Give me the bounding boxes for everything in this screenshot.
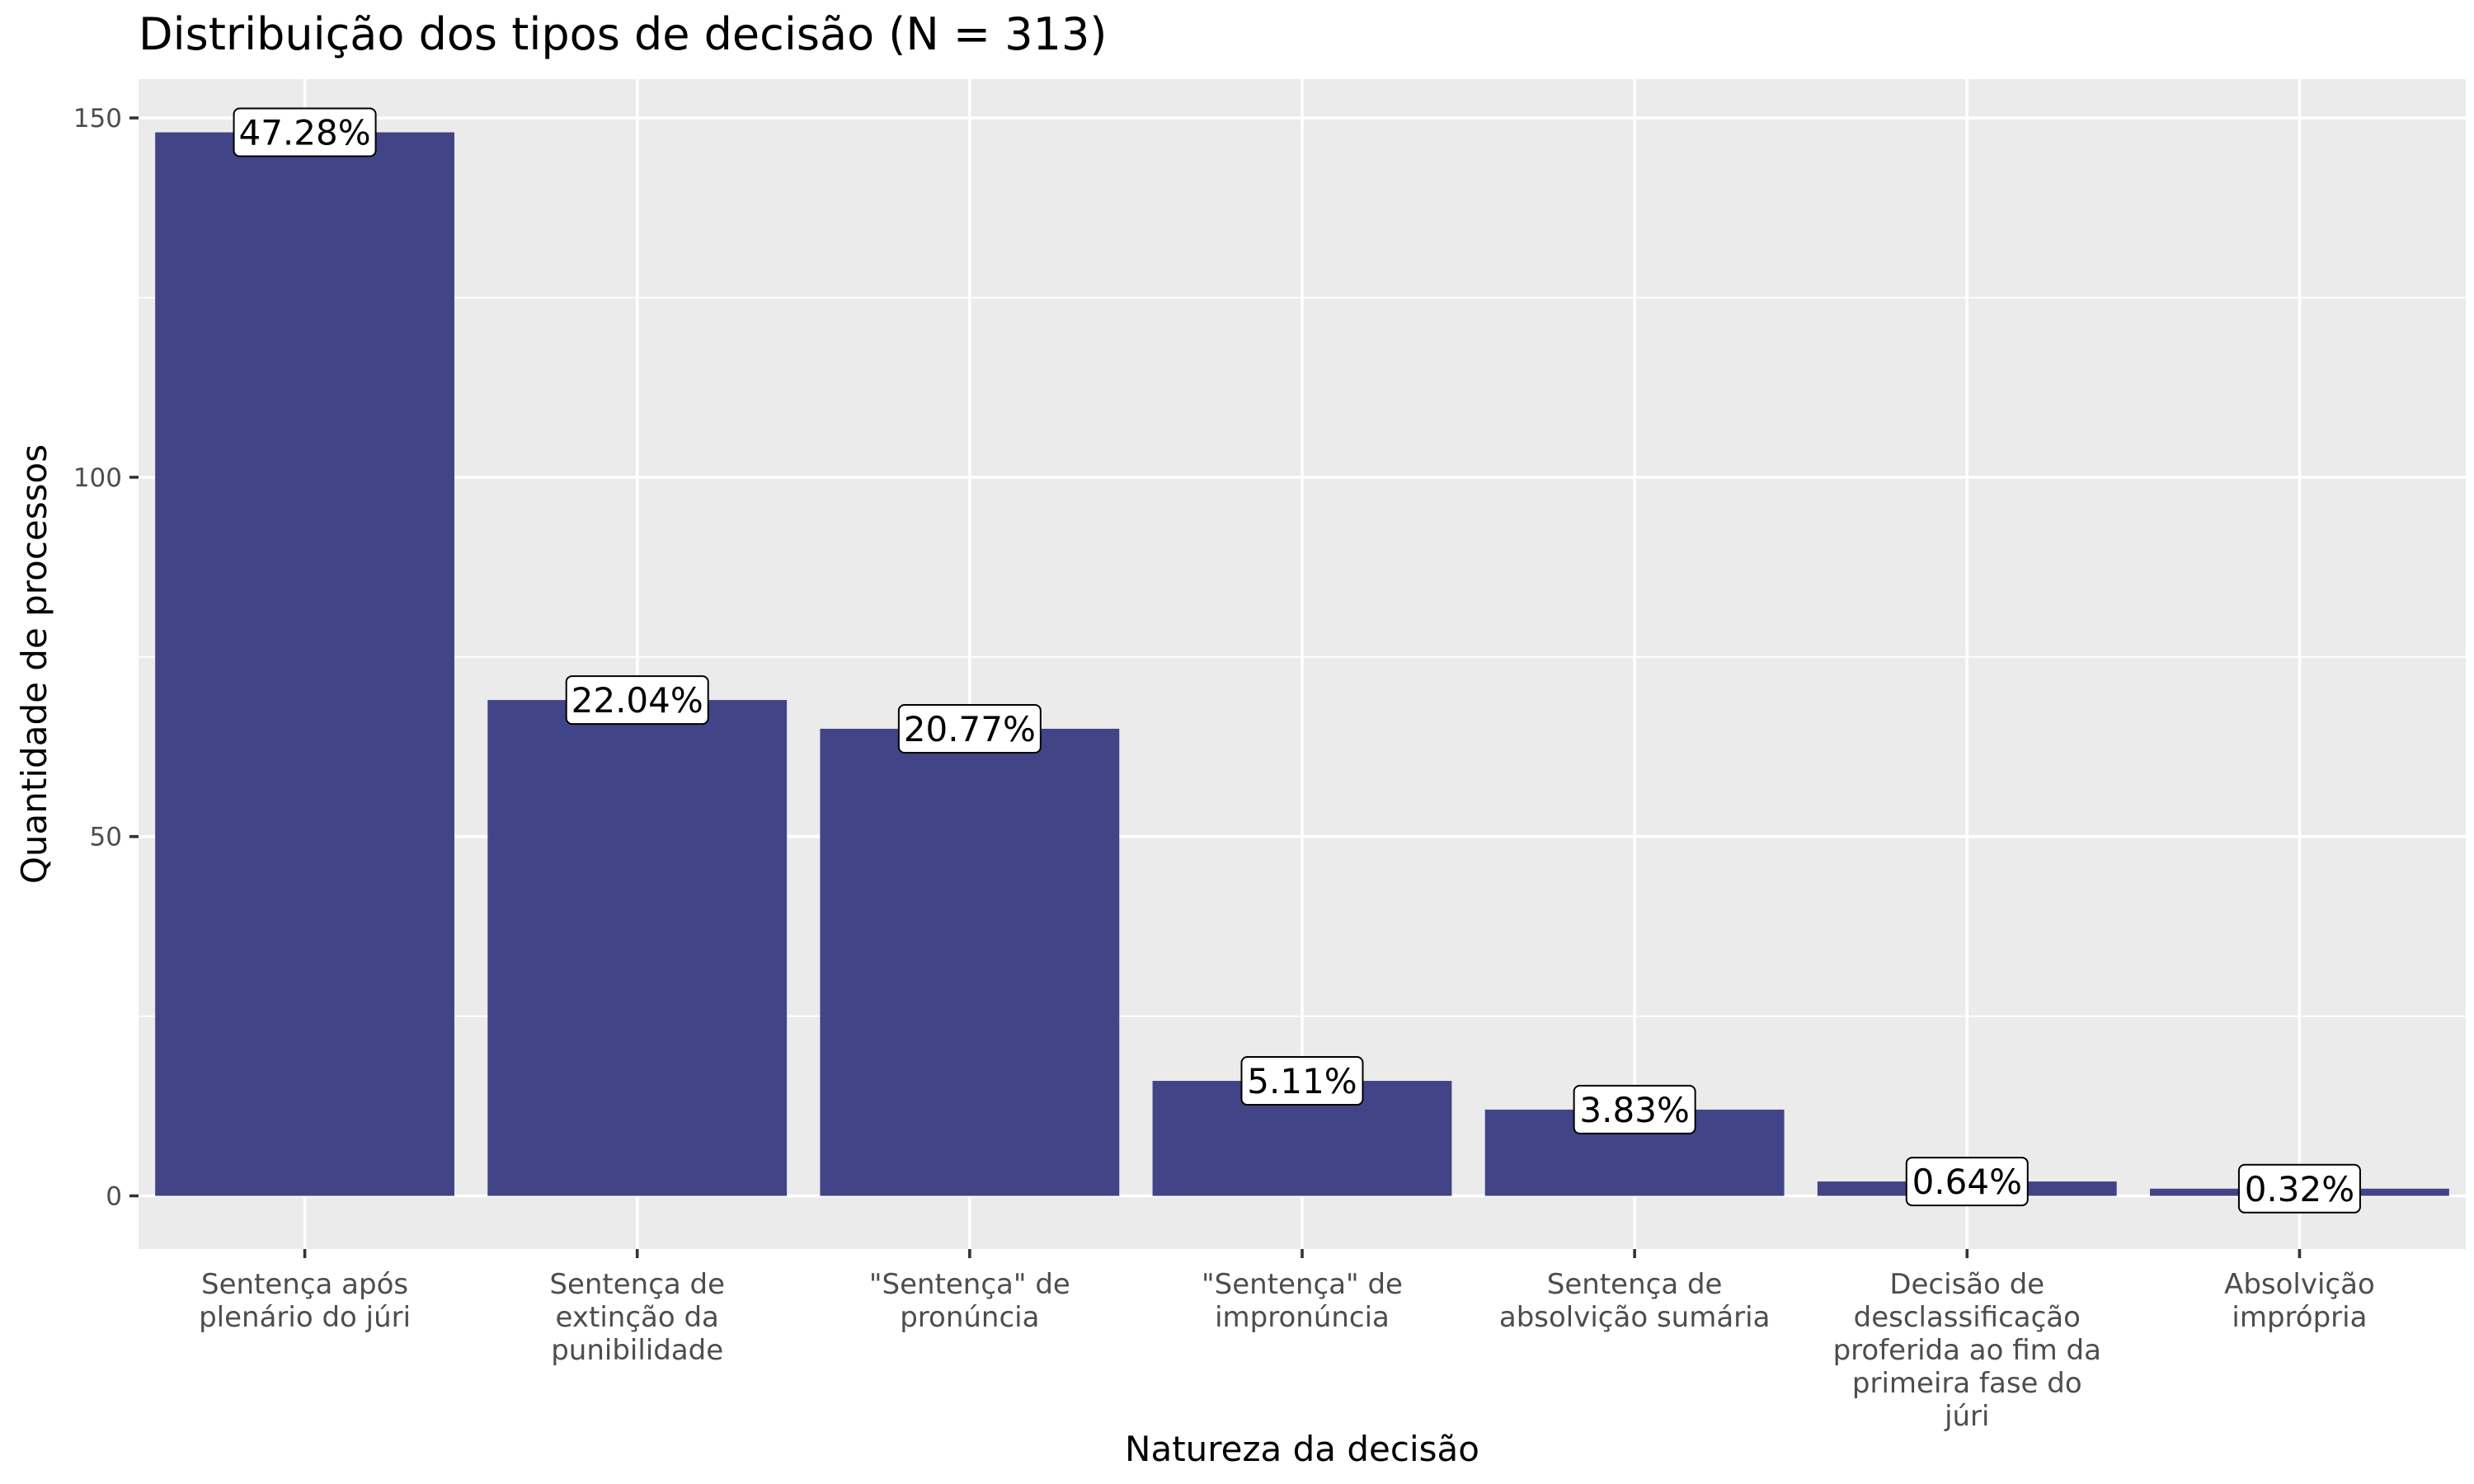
bar xyxy=(820,728,1120,1196)
data-label: 3.83% xyxy=(1573,1084,1696,1134)
data-label: 0.64% xyxy=(1905,1157,2029,1207)
data-label-text: 5.11% xyxy=(1247,1061,1357,1101)
data-label-text: 0.32% xyxy=(2245,1169,2354,1209)
bar xyxy=(487,700,788,1196)
data-label-box xyxy=(565,675,709,726)
data-label-box xyxy=(1240,1056,1364,1106)
y-tick-label: 50 xyxy=(90,823,122,852)
data-label: 20.77% xyxy=(897,703,1042,754)
y-axis: 0 50 100 150 xyxy=(73,104,139,1212)
data-label-text: 22.04% xyxy=(571,680,703,721)
data-label-box xyxy=(897,703,1042,754)
data-label-text: 3.83% xyxy=(1579,1090,1689,1130)
chart-title: Distribuição dos tipos de decisão (N = 3… xyxy=(139,8,1108,60)
x-tick-label: "Sentença" de impronúncia xyxy=(1202,1268,1403,1334)
y-tick-label: 100 xyxy=(73,463,122,493)
data-label-text: 20.77% xyxy=(904,709,1036,749)
bar xyxy=(155,132,454,1196)
data-label-box xyxy=(233,107,377,157)
data-labels: 47.28% 22.04% 20.77% 5.11% 3.83% 0.64% 0.32% xyxy=(233,107,2361,1214)
data-label: 47.28% xyxy=(233,107,377,157)
y-axis-title: Quantidade de processos xyxy=(14,444,54,884)
x-axis: Sentença após plenário do júri Sentença de… xyxy=(199,1249,2375,1433)
bars xyxy=(155,132,2449,1196)
data-label: 22.04% xyxy=(565,675,709,726)
data-label-box xyxy=(2237,1163,2361,1214)
data-label-text: 47.28% xyxy=(238,113,370,153)
data-label: 0.32% xyxy=(2237,1163,2361,1214)
x-axis-title: Natureza da decisão xyxy=(1125,1429,1479,1469)
x-tick-label: Sentença de absolvição sumária xyxy=(1499,1268,1771,1334)
data-label-text: 0.64% xyxy=(1912,1162,2022,1202)
x-tick-label: Sentença de extinção da punibilidade xyxy=(549,1268,725,1367)
x-tick-label: Absolvição imprópria xyxy=(2224,1268,2375,1334)
x-tick-label: "Sentença" de pronúncia xyxy=(869,1268,1070,1334)
data-label: 5.11% xyxy=(1240,1056,1364,1106)
y-tick-label: 150 xyxy=(73,104,122,134)
y-tick-label: 0 xyxy=(106,1182,122,1212)
x-tick-label: Decisão de desclassificação proferida ao f… xyxy=(1833,1268,2101,1433)
x-tick-label: Sentença após plenário do júri xyxy=(199,1268,411,1334)
data-label-box xyxy=(1573,1084,1696,1134)
data-label-box xyxy=(1905,1157,2029,1207)
